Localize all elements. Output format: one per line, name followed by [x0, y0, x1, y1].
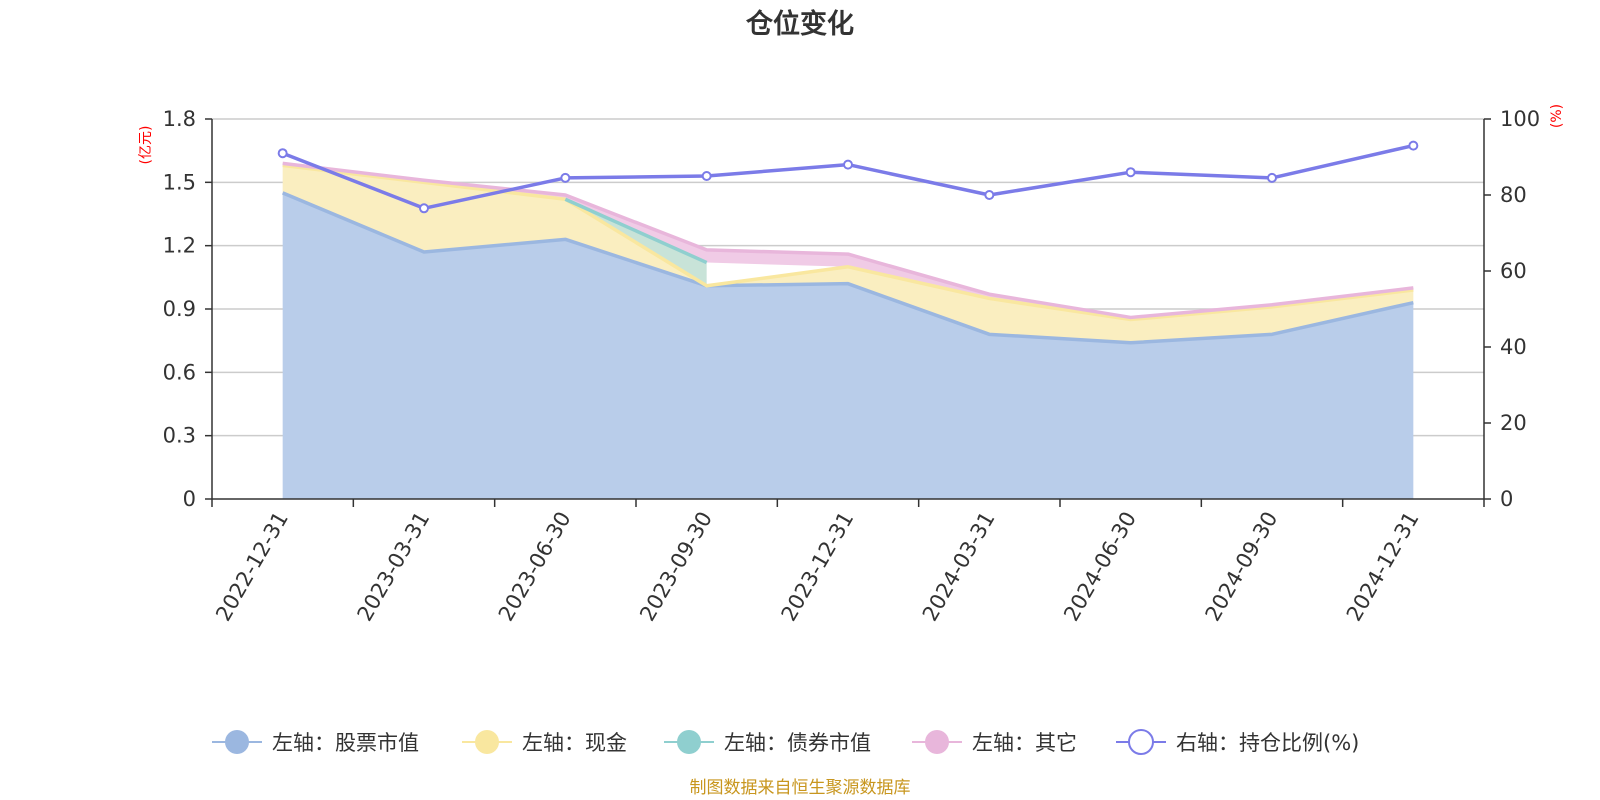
legend-label: 左轴：债券市值: [724, 731, 871, 755]
series-line-3: [282, 161, 1414, 320]
legend-item: 右轴：持仓比例(%): [1116, 729, 1359, 755]
legend-marker: [1128, 729, 1154, 755]
left-axis-unit: (亿元): [138, 126, 154, 165]
legend-marker: [225, 730, 249, 754]
left-tick-label: 1.5: [163, 170, 196, 194]
holding-ratio-point: [560, 172, 571, 183]
left-tick-label: 1.8: [163, 107, 196, 131]
right-tick-label: 40: [1500, 335, 1527, 359]
holding-ratio-point: [701, 171, 712, 181]
holding-ratio-point: [1267, 172, 1277, 183]
holding-ratio-point: [277, 148, 288, 159]
holding-ratio-point: [419, 203, 429, 214]
right-tick-label: 60: [1500, 259, 1527, 283]
x-tick-label: 2024-12-31: [1342, 508, 1424, 626]
area-1: [282, 165, 1414, 343]
legend-item: 左轴：股票市值: [212, 730, 419, 755]
series-line-0: [281, 191, 1414, 345]
stacked-areas: [282, 163, 1414, 499]
holding-ratio-point: [1125, 167, 1136, 178]
right-tick-label: 100: [1500, 107, 1540, 131]
area-0: [282, 192, 1414, 499]
left-tick-label: 0.9: [163, 297, 196, 321]
right-tick-label: 0: [1500, 487, 1513, 511]
x-tick-label: 2024-06-30: [1059, 508, 1141, 626]
x-tick-label: 2024-09-30: [1201, 508, 1283, 626]
x-tick-label: 2022-12-31: [211, 508, 293, 626]
left-tick-label: 0.3: [163, 424, 196, 448]
holding-ratio-point: [984, 190, 995, 200]
x-tick-label: 2023-12-31: [777, 508, 859, 626]
x-tick-label: 2023-06-30: [494, 508, 576, 626]
legend-marker: [677, 730, 701, 754]
holding-ratio-point: [843, 159, 853, 170]
x-tick-label: 2024-03-31: [918, 508, 1000, 626]
x-tick-label: 2023-03-31: [353, 508, 435, 626]
holding-ratio-point: [1408, 140, 1419, 151]
source-note: 制图数据来自恒生聚源数据库: [690, 778, 911, 798]
legend-marker: [475, 730, 499, 754]
x-tick-label: 2023-09-30: [635, 508, 717, 626]
legend-label: 左轴：其它: [972, 731, 1077, 755]
legend-label: 左轴：股票市值: [272, 731, 419, 755]
left-tick-label: 0: [183, 487, 196, 511]
right-axis-unit: (%): [1549, 104, 1565, 128]
series-line-1: [282, 163, 1414, 322]
legend-item: 左轴：其它: [912, 730, 1077, 755]
legend-marker: [925, 730, 949, 754]
legend-item: 左轴：债券市值: [664, 730, 871, 755]
series-line-2: [564, 197, 708, 265]
legend-label: 左轴：现金: [522, 731, 627, 755]
right-tick-label: 80: [1500, 183, 1527, 207]
right-tick-label: 20: [1500, 411, 1527, 435]
chart-title: 仓位变化: [745, 8, 854, 40]
left-tick-label: 0.6: [163, 360, 196, 384]
legend-item: 左轴：现金: [462, 730, 627, 755]
legend: 左轴：股票市值 左轴：现金 左轴：债券市值 左轴：其它 右轴：持仓比例(%): [212, 729, 1359, 755]
legend-label: 右轴：持仓比例(%): [1176, 731, 1359, 755]
series-lines: [277, 140, 1419, 345]
left-tick-label: 1.2: [163, 234, 196, 258]
